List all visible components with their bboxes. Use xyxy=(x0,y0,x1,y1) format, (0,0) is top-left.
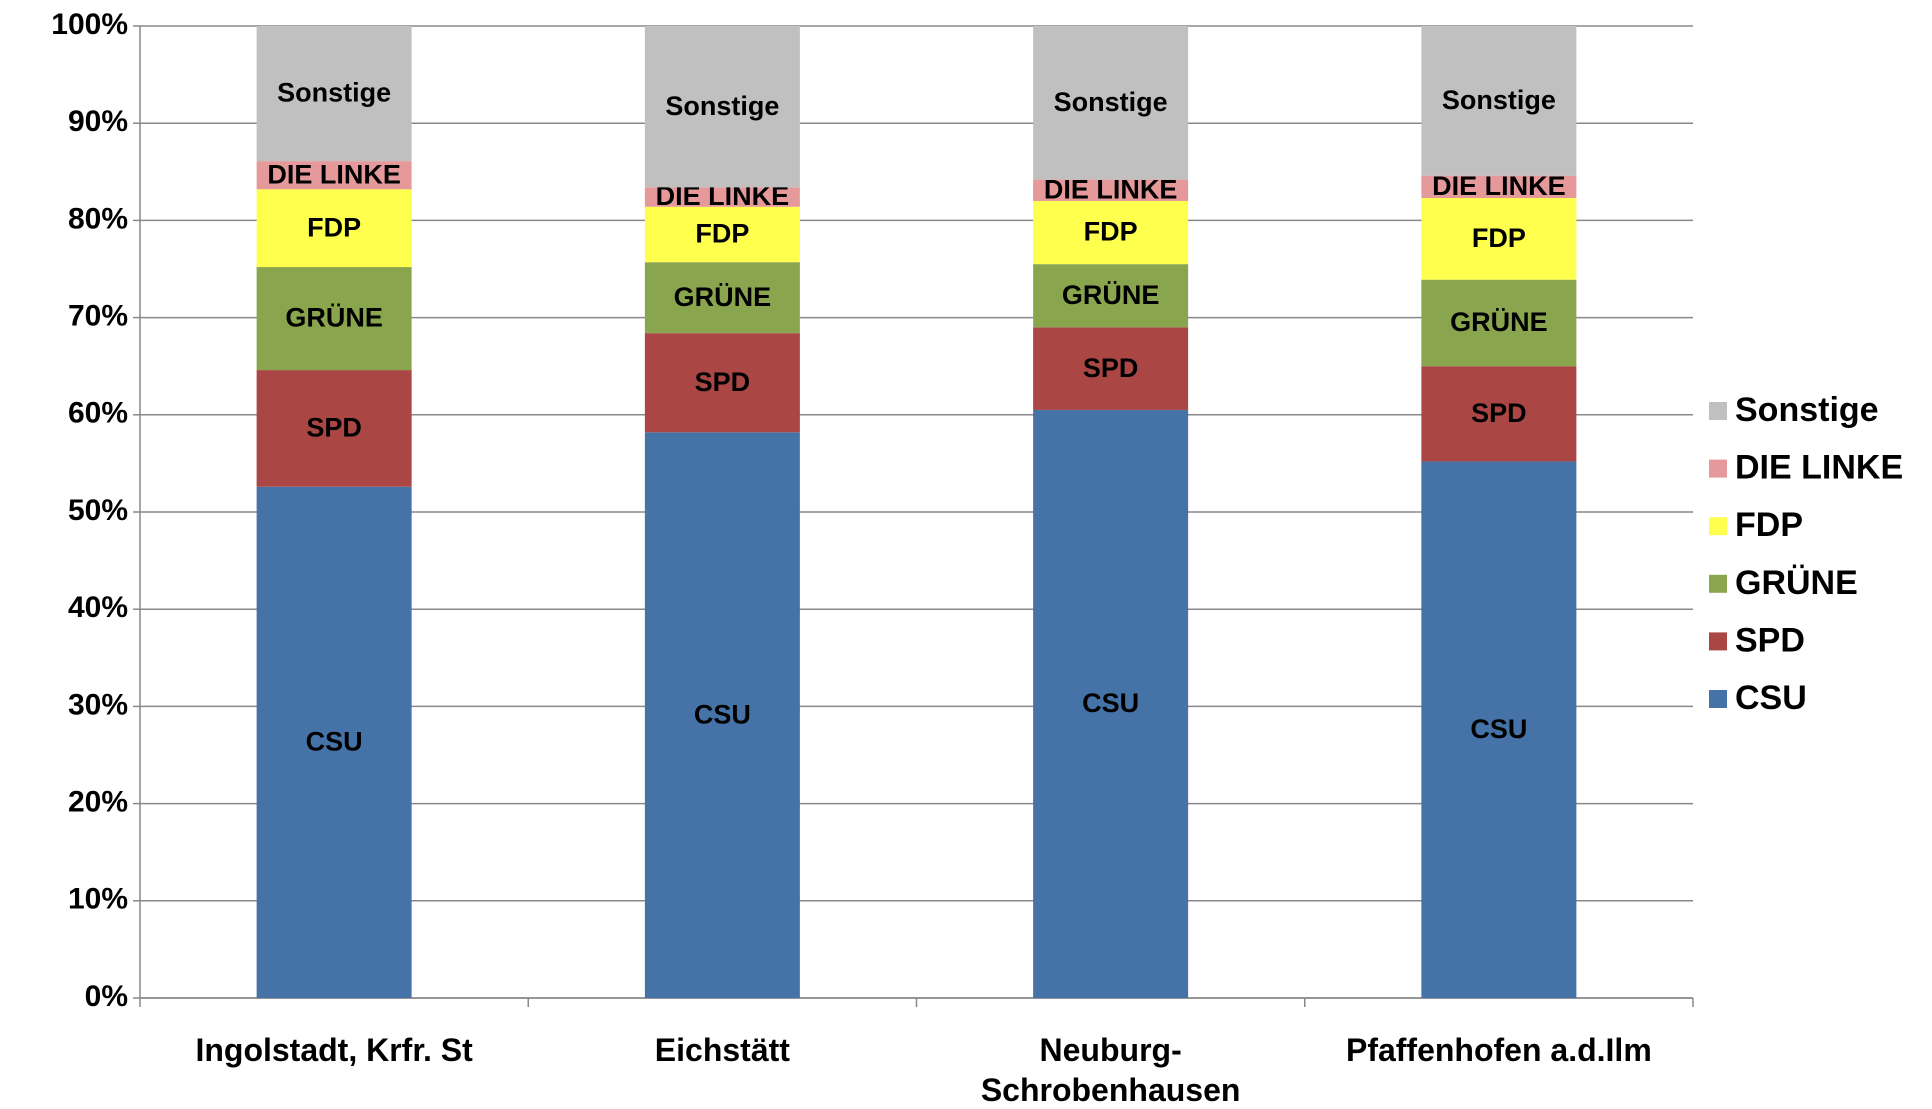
data-label: SPD xyxy=(1471,398,1527,428)
bar-segment xyxy=(1421,366,1577,462)
bar-segment xyxy=(1421,175,1577,199)
data-label: CSU xyxy=(1082,688,1139,718)
legend-label: DIE LINKE xyxy=(1735,449,1903,487)
legend-swatch xyxy=(1709,632,1727,651)
data-label: SPD xyxy=(306,413,362,443)
data-label: GRÜNE xyxy=(1450,307,1548,337)
bar-segment xyxy=(644,432,800,998)
bar-segment xyxy=(1033,327,1189,410)
data-label: GRÜNE xyxy=(1062,280,1160,310)
y-tick-label: 100% xyxy=(51,8,128,41)
x-tick-label: Neuburg-Schrobenhausen xyxy=(980,1032,1241,1108)
bar-segment xyxy=(1033,26,1189,180)
data-label: CSU xyxy=(306,726,363,756)
y-tick-label: 40% xyxy=(68,591,128,624)
y-tick-label: 10% xyxy=(68,883,128,916)
bar-segment xyxy=(256,486,412,998)
legend-swatch xyxy=(1709,574,1727,593)
legend-label: CSU xyxy=(1735,679,1807,717)
y-tick-label: 30% xyxy=(68,688,128,721)
legend-swatch xyxy=(1709,402,1727,420)
data-label: CSU xyxy=(694,699,751,729)
bar-segment xyxy=(1421,461,1577,998)
data-label: SPD xyxy=(1083,353,1139,383)
bar-segment xyxy=(644,262,800,334)
legend-swatch xyxy=(1709,517,1727,536)
data-label: DIE LINKE xyxy=(267,159,401,189)
data-label: Sonstige xyxy=(1442,85,1556,115)
data-label: Sonstige xyxy=(277,78,391,108)
legend-label: Sonstige xyxy=(1735,391,1879,429)
bar-segment xyxy=(256,267,412,371)
data-label: FDP xyxy=(1084,217,1138,247)
data-label: SPD xyxy=(695,367,751,397)
bar-segment xyxy=(256,370,412,487)
data-label: FDP xyxy=(695,219,749,249)
legend-label: FDP xyxy=(1735,506,1803,544)
y-tick-label: 0% xyxy=(85,980,128,1013)
bar-segment xyxy=(1033,179,1189,201)
bar-segment xyxy=(1421,198,1577,280)
legend-label: GRÜNE xyxy=(1735,564,1858,602)
x-tick-label: Eichstätt xyxy=(654,1032,790,1068)
legend-swatch xyxy=(1709,459,1727,478)
y-tick-label: 80% xyxy=(68,202,128,235)
data-label: Sonstige xyxy=(1054,87,1168,117)
legend-swatch xyxy=(1709,690,1727,708)
bar-segment xyxy=(644,206,800,263)
data-label: DIE LINKE xyxy=(1432,171,1566,201)
y-tick-label: 70% xyxy=(68,300,128,333)
legend-label: SPD xyxy=(1735,621,1805,659)
bar-segment xyxy=(1421,279,1577,367)
data-label: Sonstige xyxy=(665,91,779,121)
y-tick-label: 50% xyxy=(68,494,128,527)
bar-segment xyxy=(1033,200,1189,265)
bar-segment xyxy=(1421,26,1577,176)
data-label: CSU xyxy=(1470,714,1527,744)
bar-segment xyxy=(256,161,412,190)
bar-segment xyxy=(256,26,412,162)
x-tick-label: Ingolstadt, Krfr. St xyxy=(195,1032,473,1068)
bar-segment xyxy=(644,187,800,207)
bar-segment xyxy=(644,333,800,433)
y-tick-label: 20% xyxy=(68,786,128,819)
data-label: FDP xyxy=(1472,223,1526,253)
data-label: GRÜNE xyxy=(285,303,383,333)
y-tick-label: 60% xyxy=(68,397,128,430)
x-tick-label: Pfaffenhofen a.d.Ilm xyxy=(1345,1032,1652,1068)
y-tick-label: 90% xyxy=(68,105,128,138)
bar-segment xyxy=(1033,409,1189,998)
data-label: GRÜNE xyxy=(674,282,772,312)
data-label: FDP xyxy=(307,212,361,242)
bar-segment xyxy=(256,189,412,268)
bar-segment xyxy=(644,26,800,188)
bar-segment xyxy=(1033,264,1189,328)
